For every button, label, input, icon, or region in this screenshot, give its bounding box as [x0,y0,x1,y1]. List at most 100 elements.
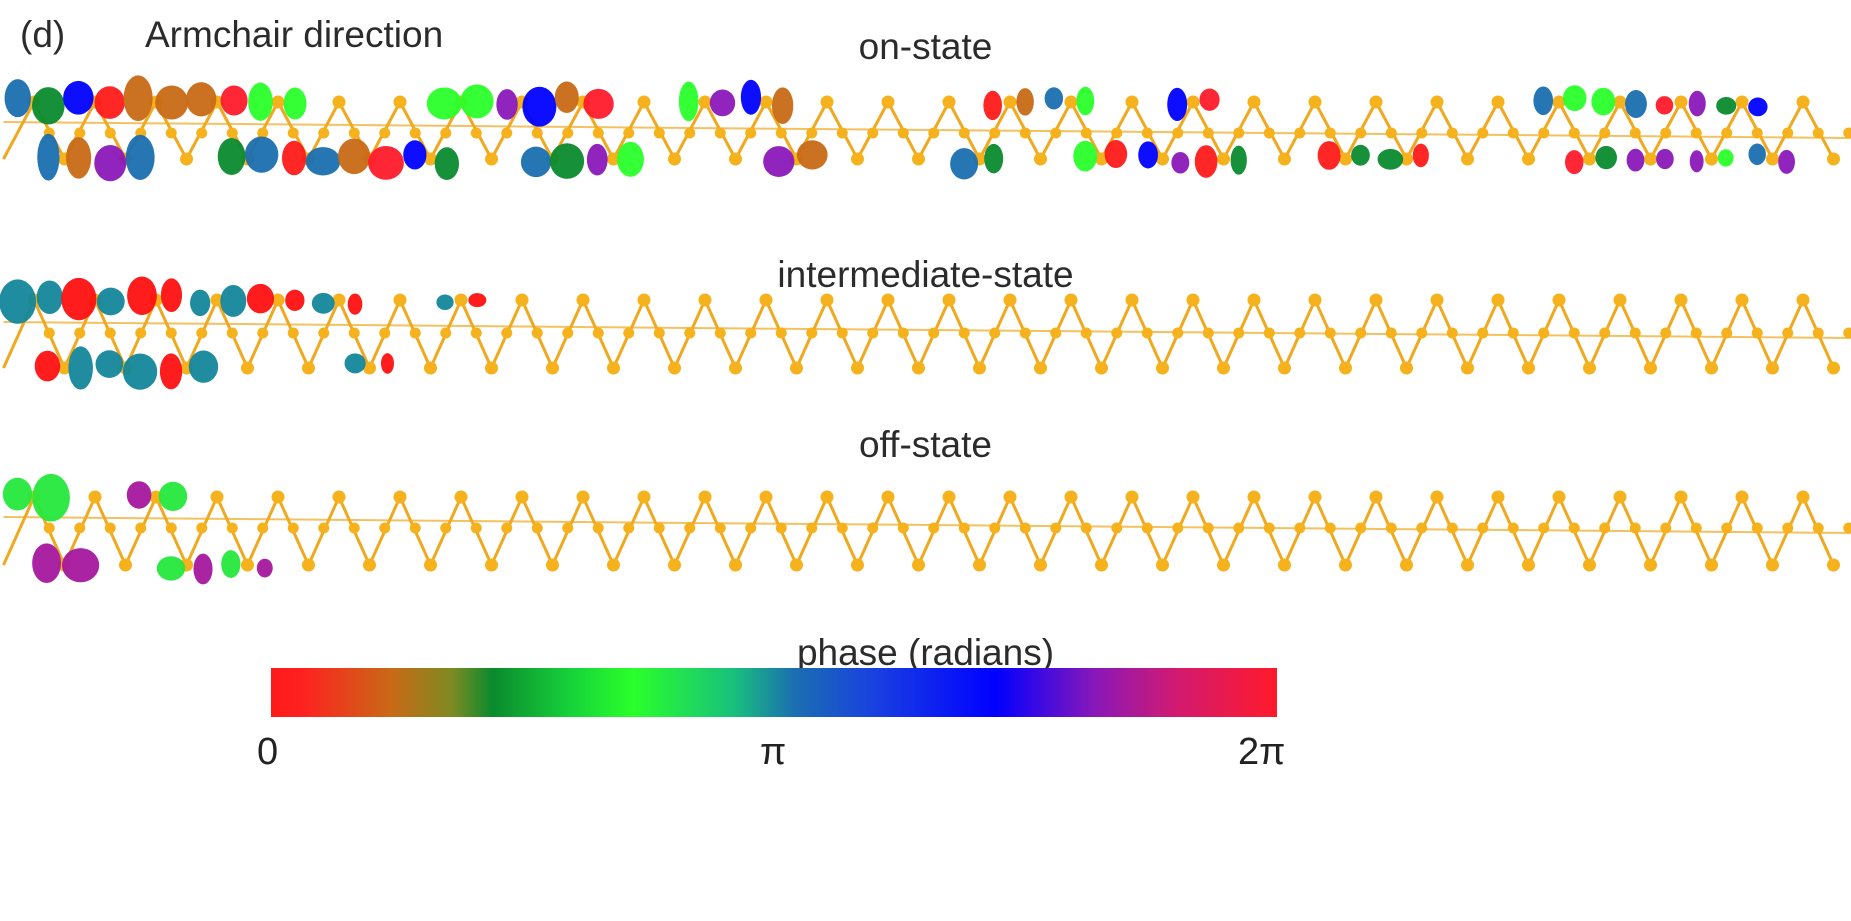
atom [1125,293,1139,307]
atom [623,127,635,139]
orbital-lobe [1194,145,1218,178]
orbital-lobe [94,144,127,182]
atom [851,558,864,572]
atom [1202,127,1214,139]
phase-colorbar [271,668,1277,717]
atom [775,522,787,534]
atom [928,327,940,339]
orbital-lobe [248,82,273,121]
atom [1644,558,1657,572]
atom [607,361,620,375]
atom [409,522,421,534]
atom [1050,327,1062,339]
atom [958,327,970,339]
atom [881,293,895,307]
atom [1735,95,1749,109]
atom [637,490,651,504]
atom [332,490,346,504]
colorbar-tick-2pi: 2π [1238,731,1286,773]
atom [1034,558,1047,572]
atom [1156,361,1169,375]
atom [1721,327,1733,339]
atom [1141,127,1153,139]
orbital-lobe [554,81,579,113]
intermediate-state-chain [0,276,1851,390]
atom [637,95,651,109]
atom [470,327,482,339]
orbital-lobe [380,353,394,374]
colorbar-tick-0: 0 [257,731,279,773]
atom [576,293,590,307]
atom [1156,558,1169,572]
atom [1217,361,1230,375]
orbital-lobe [283,87,307,120]
atom [271,95,285,109]
atom [257,127,269,139]
orbital-lobe [1199,88,1220,111]
orbital-lobe [1595,145,1617,170]
atom [1568,522,1580,534]
orbital-lobe [763,146,795,177]
atom [348,522,360,534]
atom [1491,490,1505,504]
orbital-lobe [1377,148,1404,170]
atom [1034,152,1047,166]
atom [1766,558,1779,572]
orbital-lobe [68,346,93,390]
atom [332,95,346,109]
atom [135,327,147,339]
orbital-lobe [740,79,762,115]
atom [1507,522,1519,534]
atom [851,361,864,375]
orbital-lobe [220,85,248,116]
orbital-lobe [186,82,217,117]
atom [180,152,193,166]
atom [409,327,421,339]
orbital-lobe [188,350,219,383]
off-state-title: off-state [858,424,992,465]
atom [409,127,421,139]
atom [867,127,879,139]
orbital-lobe [771,87,794,125]
atom [165,127,177,139]
orbital-lobe [160,278,183,312]
atom [546,361,559,375]
orbital-lobe [1533,86,1554,116]
atom [226,327,238,339]
orbital-lobe [311,292,335,314]
atom [897,327,909,339]
atom [942,95,956,109]
orbital-lobe [1076,86,1095,116]
atom [1416,522,1428,534]
atom [1751,522,1763,534]
atom [485,152,498,166]
atom [43,522,55,534]
atom [1294,327,1306,339]
atom [1721,522,1733,534]
atom [1766,361,1779,375]
atom [1095,558,1108,572]
atom [653,127,665,139]
atom [1003,95,1017,109]
atom [363,558,376,572]
atom [1430,95,1444,109]
atom [1705,361,1718,375]
atom [1538,327,1550,339]
atom [1491,95,1505,109]
orbital-lobe [2,477,33,511]
atom [1324,522,1336,534]
atom [775,327,787,339]
atom [607,152,620,166]
atom [501,127,513,139]
orbital-lobe [220,284,247,317]
atom [790,558,803,572]
direction-label: Armchair direction [145,14,444,55]
atom [440,327,452,339]
orbital-lobe [796,140,828,170]
atom [1507,127,1519,139]
atom [1324,327,1336,339]
atom [88,490,102,504]
atom [759,95,773,109]
